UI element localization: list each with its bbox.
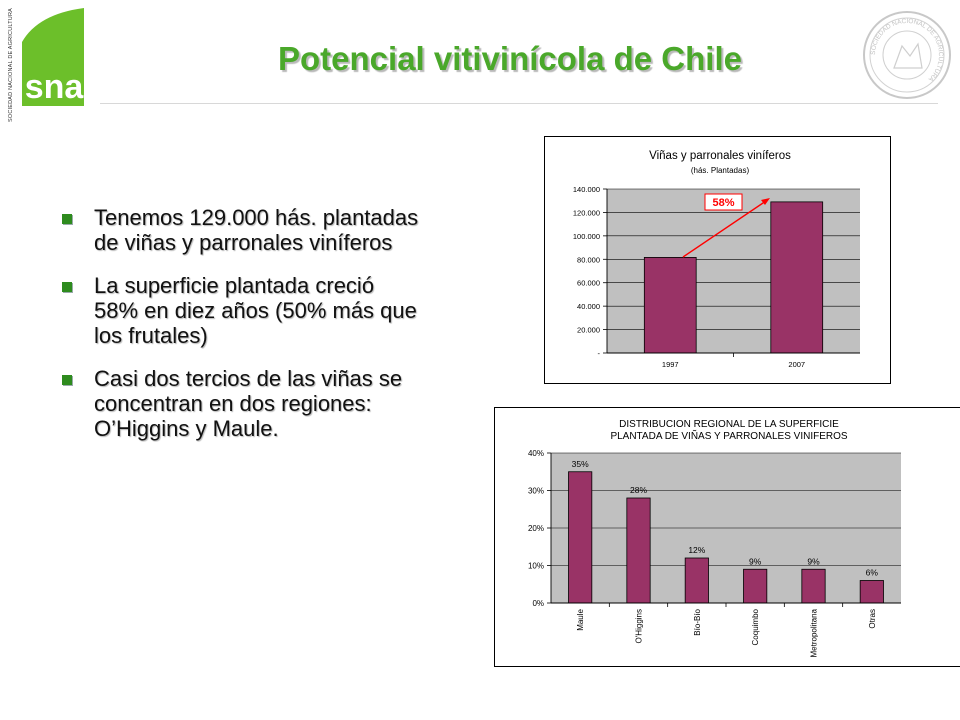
bullet-square-icon [62, 375, 72, 385]
logo-text: sna [25, 68, 84, 106]
chart-subtitle: (hás. Plantadas) [691, 166, 750, 175]
planted-area-chart: Viñas y parronales viníferos (hás. Plant… [544, 136, 891, 384]
y-tick-label: 120.000 [573, 208, 600, 217]
chart-title-line-1: DISTRIBUCION REGIONAL DE LA SUPERFICIE [619, 419, 839, 430]
chart-title: Viñas y parronales viníferos [649, 150, 791, 162]
bullet-item: Tenemos 129.000 hás. plantadas de viñas … [60, 205, 420, 255]
x-tick-label: 1997 [662, 360, 679, 369]
seal-text: SOCIEDAD NACIONAL DE AGRICULTURA [870, 18, 944, 83]
bar-value-label: 28% [630, 485, 647, 495]
bar-value-label: 9% [807, 556, 820, 566]
y-tick-label: 140.000 [573, 185, 600, 194]
bar-value-label: 6% [866, 568, 879, 578]
slide-title: Potencial vitivinícola de Chile [278, 40, 742, 77]
bar [626, 497, 651, 604]
bar [643, 257, 697, 354]
y-tick-label: 40.000 [577, 302, 600, 311]
x-tick-label: 2007 [788, 360, 805, 369]
bar [859, 580, 884, 604]
x-tick-label: Coquimbo [751, 608, 760, 645]
y-tick-label: 60.000 [577, 279, 600, 288]
regional-distribution-chart: DISTRIBUCION REGIONAL DE LA SUPERFICIE P… [494, 407, 960, 667]
title-divider [100, 103, 938, 104]
bullet-square-icon [62, 214, 72, 224]
y-tick-label: 80.000 [577, 255, 600, 264]
y-tick-label: 40% [528, 449, 544, 458]
y-tick-label: 20% [528, 524, 544, 533]
x-tick-label: Otras [868, 609, 877, 629]
bar-value-label: 35% [572, 459, 589, 469]
y-tick-label: 30% [528, 487, 544, 496]
bar [743, 568, 768, 604]
x-tick-label: Maule [576, 608, 585, 630]
bar [770, 201, 824, 354]
growth-arrow-icon [761, 198, 770, 205]
growth-label-box [704, 193, 743, 211]
chart-title-line-2: PLANTADA DE VIÑAS Y PARRONALES VINIFEROS [610, 429, 847, 442]
society-seal: SOCIEDAD NACIONAL DE AGRICULTURA [862, 10, 952, 100]
bar [568, 471, 593, 604]
bullet-item: La superficie plantada creció 58% en die… [60, 273, 420, 348]
x-tick-label: O'Higgins [635, 609, 644, 643]
y-tick-label: 20.000 [577, 326, 600, 335]
bar-value-label: 9% [749, 556, 762, 566]
bullet-item: Casi dos tercios de las viñas se concent… [60, 366, 420, 441]
x-tick-label: Bío-Bío [693, 608, 702, 635]
y-tick-label: 100.000 [573, 232, 600, 241]
bar [801, 568, 826, 604]
y-tick-label: - [598, 349, 601, 358]
logo-side-caption: SOCIEDAD NACIONAL DE AGRICULTURA [8, 8, 14, 122]
x-tick-label: Metropolitana [810, 608, 819, 657]
bullet-square-icon [62, 282, 72, 292]
bullet-list: Tenemos 129.000 hás. plantadas de viñas … [60, 205, 420, 459]
y-tick-label: 10% [528, 562, 544, 571]
growth-label: 58% [712, 197, 734, 209]
bar [684, 557, 709, 604]
y-tick-label: 0% [532, 599, 544, 608]
sna-logo: sna [8, 8, 84, 106]
bar-value-label: 12% [688, 545, 705, 555]
logo-leaf-shape [22, 8, 84, 106]
growth-arrow-line [682, 200, 767, 258]
